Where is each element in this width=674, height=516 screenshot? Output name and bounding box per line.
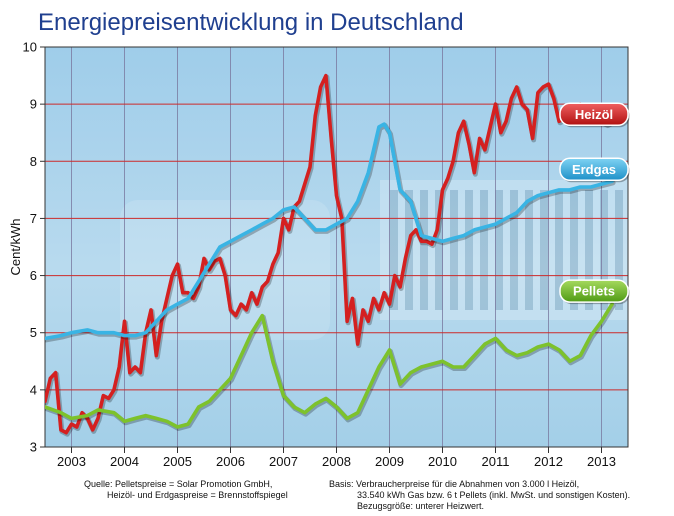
x-tick-label: 2009 [375,454,404,469]
series-layer [45,73,616,437]
y-tick-label: 5 [30,325,37,340]
x-tick-label: 2004 [110,454,139,469]
x-tick-label: 2007 [269,454,298,469]
x-tick-label: 2005 [163,454,192,469]
y-tick-label: 10 [23,40,37,55]
basis-note-line1: Basis: Verbraucherpreise für die Abnahme… [329,479,579,489]
y-axis-label: Cent/kWh [8,218,23,275]
x-tick-label: 2010 [428,454,457,469]
x-tick-label: 2008 [322,454,351,469]
series-line-heiz-l [45,73,614,435]
horizontal-gridlines [45,103,628,391]
y-tick-label: 8 [30,154,37,169]
legend-label-pellets: Pellets [573,284,615,299]
legend: Heizöl Erdgas Pellets [559,102,630,305]
source-note-line1: Quelle: Pelletspreise = Solar Promotion … [84,479,272,489]
x-tick-label: 2011 [482,454,510,469]
legend-badge-pellets: Pellets [559,279,630,305]
y-tick-label: 3 [30,440,37,455]
series-line-erdgas [45,122,614,341]
y-tick-label: 4 [30,382,37,397]
x-tick-label: 2013 [587,454,616,469]
footnotes: Quelle: Pelletspreise = Solar Promotion … [84,479,630,511]
y-tick-label: 7 [30,211,37,226]
basis-note-line2: 33.540 kWh Gas bzw. 6 t Pellets (inkl. M… [357,490,630,500]
y-tick-label: 6 [30,268,37,283]
x-tick-label: 2012 [534,454,563,469]
y-axis: 3 4 5 6 7 8 9 10 [23,40,45,455]
chart-title: Energiepreisentwicklung in Deutschland [38,9,464,36]
legend-badge-heiz-l: Heizöl [559,102,630,128]
series-line-pellets [45,302,614,429]
legend-badge-erdgas: Erdgas [559,157,630,183]
legend-label-heiz-l: Heizöl [575,107,613,122]
x-axis: 2003 2004 2005 2006 2007 2008 2009 2010 2011 2012… [57,447,616,469]
x-tick-label: 2003 [57,454,86,469]
source-note-line2: Heizöl- und Erdgaspreise = Brennstoffspi… [107,490,288,500]
legend-label-erdgas: Erdgas [572,162,616,177]
basis-note-line3: Bezugsgröße: unterer Heizwert. [357,501,484,511]
x-tick-label: 2006 [216,454,245,469]
y-tick-label: 9 [30,97,37,112]
